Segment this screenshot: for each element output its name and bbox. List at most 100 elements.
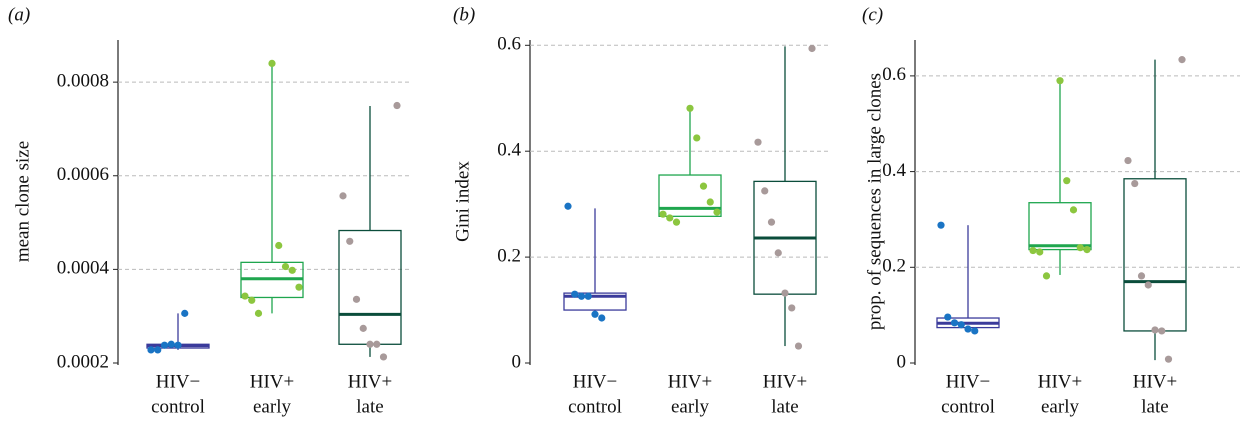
y-tick-label: 0.2 — [497, 245, 521, 266]
data-point — [591, 310, 599, 318]
data-point — [598, 314, 606, 322]
data-point — [288, 266, 296, 274]
data-point — [147, 346, 155, 354]
data-point — [767, 218, 776, 226]
y-tick-label: 0.0004 — [57, 258, 110, 279]
data-point — [659, 210, 667, 218]
data-point — [788, 304, 796, 312]
data-point — [693, 134, 701, 142]
data-point — [1158, 327, 1166, 335]
data-point — [754, 138, 762, 146]
data-point — [1063, 177, 1071, 185]
data-point — [1042, 272, 1051, 280]
data-point — [666, 214, 674, 222]
x-tick-label: HIV+ — [1133, 371, 1178, 392]
data-point — [379, 353, 388, 361]
data-point — [281, 262, 290, 271]
data-point — [160, 341, 169, 349]
data-point — [713, 208, 721, 216]
y-tick-label: 0 — [512, 351, 522, 372]
data-point — [393, 101, 401, 110]
x-tick-label: control — [941, 396, 995, 417]
data-point — [1144, 281, 1152, 289]
data-point — [366, 340, 374, 348]
data-point — [808, 44, 816, 53]
x-tick-label: HIV− — [156, 371, 201, 392]
data-point — [584, 292, 592, 300]
data-point — [1137, 272, 1146, 280]
data-point — [268, 59, 276, 68]
box — [338, 229, 402, 345]
x-tick-label: control — [151, 396, 205, 417]
data-point — [339, 192, 347, 200]
data-point — [352, 295, 361, 303]
data-point — [571, 290, 579, 298]
y-tick-label: 0.0008 — [57, 70, 109, 91]
y-axis-label: mean clone size — [12, 141, 33, 262]
y-tick-label: 0.0002 — [57, 351, 109, 372]
data-point — [346, 237, 354, 245]
x-tick-label: late — [771, 396, 798, 417]
data-point — [1131, 179, 1139, 188]
data-point — [964, 325, 972, 333]
x-tick-label: control — [568, 396, 622, 417]
data-point — [774, 249, 782, 257]
box — [1123, 178, 1187, 332]
data-point — [577, 292, 586, 300]
data-point — [1036, 248, 1044, 256]
y-tick-label: 0.0006 — [57, 164, 109, 185]
data-point — [241, 292, 249, 300]
x-tick-label: late — [1141, 396, 1168, 417]
x-tick-label: early — [1041, 396, 1079, 417]
data-point — [699, 182, 708, 190]
y-tick-label: 0.4 — [882, 160, 906, 181]
box — [563, 292, 627, 311]
data-point — [706, 198, 714, 206]
panel-label: (a) — [8, 4, 30, 25]
data-point — [1076, 244, 1084, 252]
data-point — [781, 289, 789, 297]
y-axis-label: prop. of sequences in large clones — [864, 73, 885, 330]
data-point — [1029, 246, 1037, 255]
data-point — [167, 340, 175, 348]
x-tick-label: HIV− — [573, 371, 618, 392]
x-tick-label: HIV+ — [348, 371, 393, 392]
panel-label: (c) — [862, 4, 883, 25]
y-tick-label: 0.6 — [882, 64, 906, 85]
x-tick-label: HIV+ — [1038, 371, 1083, 392]
data-point — [794, 342, 803, 350]
data-point — [1151, 326, 1159, 334]
panel-label: (b) — [453, 4, 475, 25]
x-tick-label: HIV+ — [250, 371, 295, 392]
data-point — [686, 104, 694, 112]
data-point — [971, 327, 979, 335]
y-tick-label: 0.2 — [882, 256, 906, 277]
data-point — [1124, 156, 1132, 165]
x-tick-label: HIV+ — [668, 371, 713, 392]
data-point — [254, 309, 263, 317]
y-tick-label: 0 — [897, 351, 907, 372]
data-point — [1164, 355, 1173, 363]
data-point — [154, 346, 162, 354]
data-point — [1083, 245, 1091, 254]
data-point — [564, 202, 572, 210]
y-axis-label: Gini index — [452, 161, 473, 242]
data-point — [181, 309, 189, 317]
data-point — [275, 241, 283, 250]
x-tick-label: late — [356, 396, 383, 417]
data-point — [295, 283, 303, 291]
data-point — [950, 319, 959, 327]
data-point — [957, 321, 965, 329]
data-point — [672, 218, 681, 226]
data-point — [359, 324, 367, 332]
data-point — [1069, 206, 1078, 214]
box — [658, 174, 722, 217]
data-point — [937, 221, 945, 229]
data-point — [944, 313, 952, 321]
x-tick-label: HIV+ — [763, 371, 808, 392]
data-point — [1056, 77, 1064, 85]
data-point — [373, 340, 381, 348]
x-tick-label: early — [253, 396, 291, 417]
data-point — [1178, 56, 1186, 64]
